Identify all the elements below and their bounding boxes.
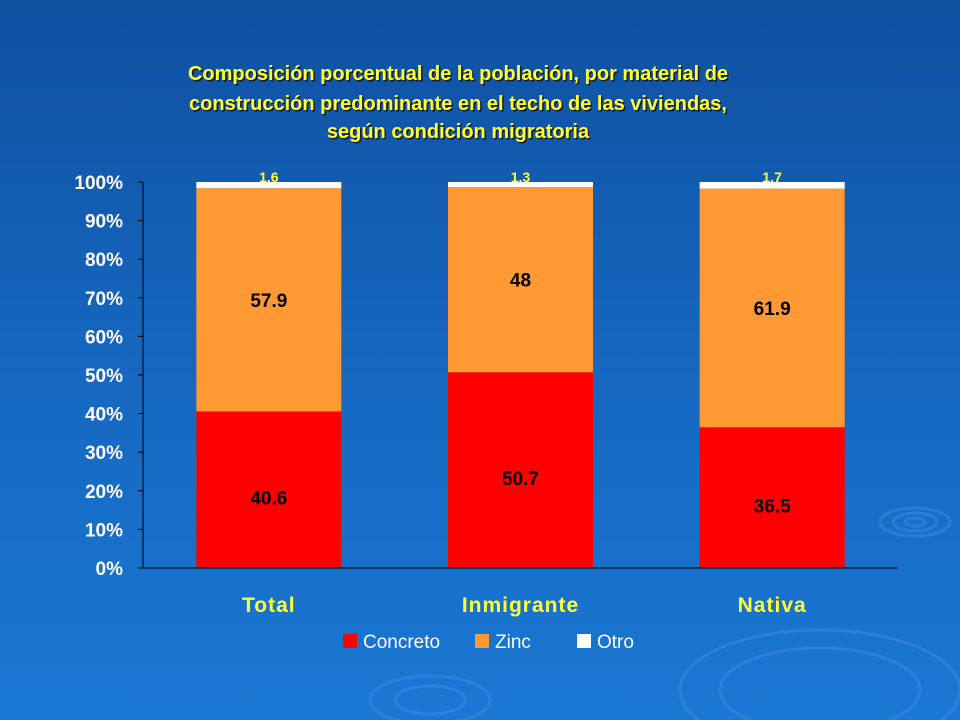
chart-title-line-1: Composición porcentual de la población, …: [188, 63, 728, 85]
chart-title-line-3-shadow: según condición migratoria: [328, 123, 591, 145]
bar-zinc-inmigrante: [448, 187, 593, 373]
y-tick-label: 80%: [85, 250, 123, 271]
data-label: 61.9: [754, 299, 791, 320]
legend-swatch: [475, 634, 489, 648]
chart-title-line-3: según condición migratoria: [327, 121, 590, 143]
y-tick-label: 30%: [85, 443, 123, 464]
x-axis: Total Inmigrante Nativa: [143, 567, 898, 617]
data-label: 36.5: [754, 497, 791, 518]
legend-swatch: [577, 634, 591, 648]
bar-concreto-total: [196, 411, 342, 568]
legend-label: Concreto: [363, 632, 440, 653]
legend-label: Zinc: [495, 632, 531, 653]
y-tick-label: 10%: [85, 520, 123, 541]
legend: Concreto Zinc Otro: [343, 632, 634, 653]
y-tick-label: 40%: [85, 405, 123, 426]
x-tick-label: Nativa: [738, 594, 807, 617]
data-label: 57.9: [250, 291, 287, 312]
legend-label: Otro: [597, 632, 634, 653]
bar-otro-nativa: [699, 182, 845, 189]
bar-concreto-inmigrante: [448, 372, 593, 568]
bar-otro-inmigrante: [448, 182, 593, 188]
data-label: 40.6: [250, 489, 287, 510]
y-tick-label: 0%: [96, 559, 124, 580]
data-label: 1.7: [762, 169, 782, 185]
y-axis: 0% 10% 20% 30% 40% 50% 60% 70% 80% 90% 100%: [74, 173, 144, 580]
bar-zinc-nativa: [699, 188, 845, 428]
data-label: 1.3: [511, 169, 531, 185]
y-tick-label: 70%: [85, 289, 123, 310]
data-label: 48: [510, 271, 531, 292]
x-tick-label: Total: [242, 594, 296, 617]
chart-title-line-1-shadow: Composición porcentual de la población, …: [189, 65, 729, 87]
bar-zinc-total: [196, 188, 342, 412]
y-tick-label: 20%: [85, 482, 123, 503]
bar-otro-total: [196, 182, 342, 189]
x-tick-label: Inmigrante: [462, 594, 579, 617]
data-label: 1.6: [259, 169, 279, 185]
chart-title-line-2-shadow: construcción predominante en el techo de…: [191, 95, 729, 117]
background-ripples: [368, 506, 960, 720]
chart-title: Composición porcentual de la población, …: [188, 63, 730, 145]
y-tick-label: 90%: [85, 212, 123, 233]
chart-title-line-2: construcción predominante en el techo de…: [189, 93, 727, 115]
bars: 40.6 57.9 1.6 50.7 48 1.3 36.5 61.9 1.7: [196, 169, 845, 568]
bar-concreto-nativa: [699, 427, 845, 568]
y-tick-label: 60%: [85, 327, 123, 348]
y-tick-label: 50%: [85, 366, 123, 387]
legend-swatch: [343, 634, 357, 648]
y-tick-label: 100%: [74, 173, 123, 194]
data-label: 50.7: [502, 469, 539, 490]
